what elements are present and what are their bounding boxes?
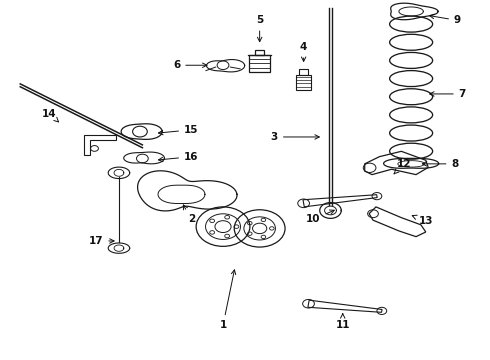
Text: 6: 6 (173, 60, 207, 70)
Text: 16: 16 (158, 152, 198, 162)
Text: 5: 5 (256, 15, 263, 42)
Text: 12: 12 (394, 159, 411, 174)
Text: 1: 1 (220, 270, 236, 330)
Text: 9: 9 (430, 14, 461, 26)
Text: 15: 15 (158, 125, 198, 135)
Text: 8: 8 (422, 159, 459, 169)
Text: 13: 13 (412, 215, 433, 226)
Text: 2: 2 (183, 205, 195, 224)
Text: 11: 11 (336, 314, 350, 330)
Text: 4: 4 (300, 42, 307, 62)
Text: 14: 14 (42, 109, 59, 122)
Text: 3: 3 (270, 132, 319, 142)
Text: 10: 10 (306, 210, 334, 224)
Text: 17: 17 (89, 236, 114, 246)
Text: 7: 7 (430, 89, 466, 99)
